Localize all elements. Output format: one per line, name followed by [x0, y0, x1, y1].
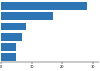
- Bar: [1, 53, 16, 61]
- Bar: [1, 33, 22, 41]
- Bar: [1, 23, 26, 30]
- Bar: [1, 43, 16, 51]
- Bar: [1, 12, 53, 20]
- Bar: [1, 2, 87, 10]
